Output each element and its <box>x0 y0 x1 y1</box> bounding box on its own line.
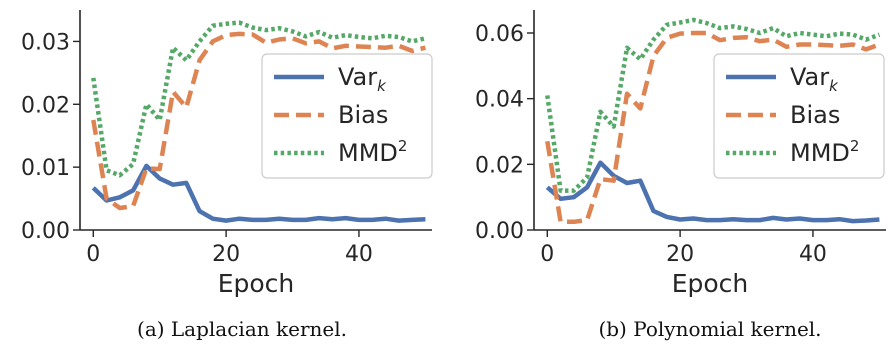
y-tick-label: 0.03 <box>21 30 70 55</box>
legend-frame <box>261 53 433 179</box>
series-line-bias <box>91 31 426 211</box>
legend-label: Vark <box>338 63 387 95</box>
series-line-var <box>91 163 426 223</box>
series-line-var <box>545 160 880 224</box>
legend-label: Bias <box>338 101 388 129</box>
x-tick-label: 40 <box>345 242 373 267</box>
x-axis-label: Epoch <box>218 269 295 298</box>
legend-label: Bias <box>790 101 840 129</box>
legend-label: MMD2 <box>790 137 859 167</box>
x-tick-label: 20 <box>212 242 240 267</box>
y-tick-label: 0.00 <box>475 219 524 244</box>
y-tick-label: 0.06 <box>475 22 524 47</box>
legend-frame <box>713 53 885 179</box>
figure-caption: (b) Polynomial kernel. <box>598 317 821 341</box>
x-tick-label: 0 <box>540 242 554 267</box>
series-line-bias <box>545 30 881 225</box>
x-axis-label: Epoch <box>672 269 749 298</box>
series-line-mmd <box>91 20 426 178</box>
legend-label: MMD2 <box>338 137 407 167</box>
x-tick-label: 0 <box>86 242 100 267</box>
y-tick-label: 0.02 <box>21 93 70 118</box>
legend: Vark Bias MMD2 <box>261 53 433 179</box>
legend-label: Vark <box>790 63 839 95</box>
y-tick-label: 0.01 <box>21 156 70 181</box>
y-tick-label: 0.02 <box>475 153 524 178</box>
y-tick-label: 0.04 <box>475 88 524 113</box>
series-line-mmd <box>545 17 881 193</box>
figure-caption: (a) Laplacian kernel. <box>137 317 347 341</box>
x-tick-label: 40 <box>799 242 827 267</box>
x-tick-label: 20 <box>666 242 694 267</box>
y-tick-label: 0.00 <box>21 219 70 244</box>
chart-panel-2: 0.00 0.02 0.04 0.06 0 20 40 Epoch Vark Bias MMD2 (b… <box>475 10 886 341</box>
legend: Vark Bias MMD2 <box>713 53 885 179</box>
chart-panel-1: 0.00 0.01 0.02 0.03 0 20 40 Epoch Vark Bias MMD2 (a… <box>21 10 433 341</box>
